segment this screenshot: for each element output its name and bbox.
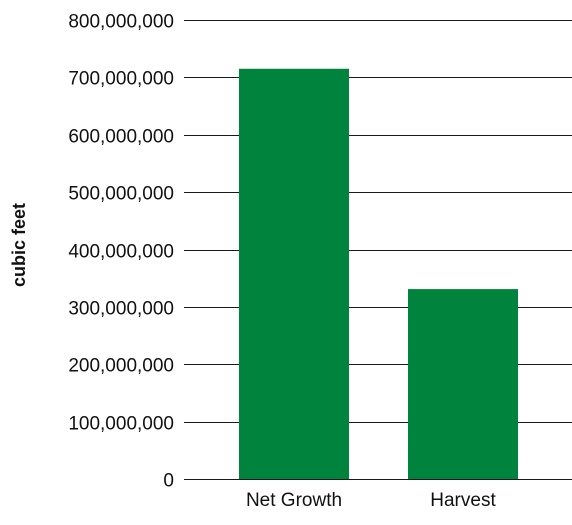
y-tick-label: 500,000,000: [68, 184, 174, 205]
x-category-labels: Net Growth Harvest: [246, 490, 496, 511]
bar: [239, 68, 349, 480]
y-tick-label: 800,000,000: [68, 12, 174, 33]
y-tick-label: 400,000,000: [68, 242, 174, 263]
y-tick-label: 600,000,000: [68, 127, 174, 148]
x-category-label: Net Growth: [246, 490, 342, 511]
y-tick-label: 0: [163, 471, 174, 492]
y-tick-label: 300,000,000: [68, 299, 174, 320]
y-tick-label: 700,000,000: [68, 69, 174, 90]
bar: [408, 289, 518, 479]
y-tick-label: 200,000,000: [68, 356, 174, 377]
bars: [239, 68, 518, 480]
y-tick-labels: 0 100,000,000 200,000,000 300,000,000 400,00…: [68, 12, 174, 492]
y-axis-title: cubic feet: [9, 203, 29, 287]
y-tick-label: 100,000,000: [68, 414, 174, 435]
x-category-label: Harvest: [430, 490, 496, 511]
